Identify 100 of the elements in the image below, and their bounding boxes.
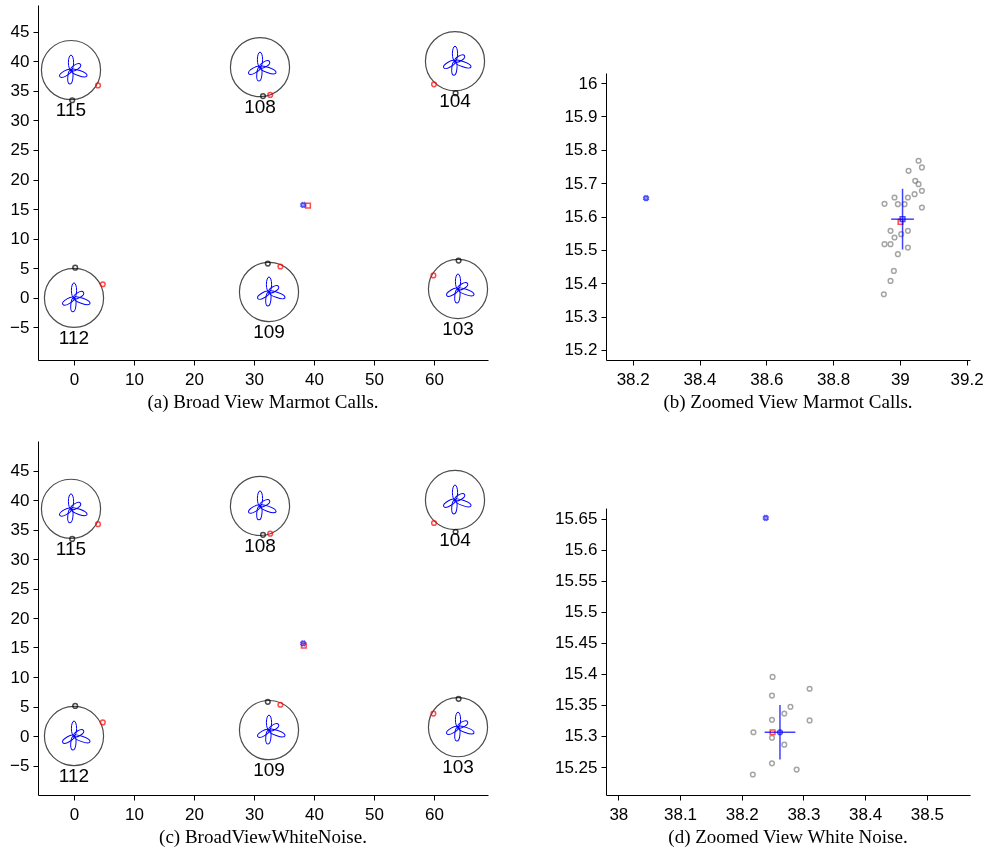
y-tick-label: −5	[10, 756, 30, 775]
annotation: 115	[55, 537, 87, 559]
y-tick-label: 15.5	[564, 240, 598, 260]
x-tick-label: 50	[365, 369, 384, 389]
x-tick-label: 38.3	[787, 804, 821, 824]
point	[264, 698, 271, 705]
y-tick-label: 15.4	[564, 273, 598, 293]
point	[806, 685, 813, 692]
y-tick-label: 25	[10, 579, 30, 598]
x-tick-label: 38.4	[683, 369, 717, 389]
x-tick-label: 60	[425, 804, 444, 824]
point	[762, 514, 769, 522]
point	[891, 234, 898, 241]
point	[915, 157, 922, 164]
annotation: 108	[244, 534, 276, 556]
x-tick-label: 0	[69, 369, 80, 389]
point	[904, 227, 911, 234]
annotation: 109	[253, 320, 285, 342]
y-tick-label: 45	[10, 461, 30, 480]
x-tick-label: 39	[890, 369, 910, 389]
point	[277, 701, 284, 708]
y-tick-label: 30	[10, 549, 30, 569]
point	[94, 82, 102, 89]
y-tick-label: 30	[10, 110, 30, 130]
y-tick-label: 15.65	[554, 509, 598, 529]
y-tick-label: 15.25	[554, 757, 598, 777]
x-tick-label: 40	[305, 369, 324, 389]
annotation: 112	[58, 765, 90, 786]
annotation: 103	[442, 318, 474, 339]
point	[787, 703, 794, 710]
point	[904, 194, 911, 201]
x-tick-label: 38.2	[616, 369, 650, 389]
annotation: 104	[439, 90, 472, 112]
y-tick-label: 15.6	[564, 540, 598, 560]
point	[430, 710, 437, 717]
point	[768, 760, 776, 767]
text: (b) Zoomed View Marmot Calls.	[663, 391, 913, 413]
x-tick-label: 38.1	[663, 804, 698, 824]
y-tick-label: 15.5	[564, 602, 598, 622]
x-tick-label: 10	[125, 369, 144, 389]
point	[259, 93, 267, 100]
point	[267, 530, 274, 537]
point	[890, 267, 897, 274]
y-tick-label: 0	[20, 288, 30, 308]
x-tick-label: 30	[245, 369, 264, 389]
x-tick-label: 50	[365, 804, 384, 824]
y-tick-label: 10	[10, 667, 30, 687]
point	[430, 81, 438, 88]
point	[880, 291, 887, 298]
point	[72, 702, 79, 709]
point	[781, 741, 788, 748]
annotation: 108	[244, 96, 276, 118]
point	[894, 251, 901, 258]
y-tick-label: 15.8	[564, 140, 598, 160]
y-tick-label: 40	[10, 490, 30, 510]
y-tick-label: 35	[10, 520, 30, 539]
x-tick-label: 30	[245, 804, 264, 824]
point	[881, 241, 888, 248]
point	[918, 204, 926, 211]
point	[750, 729, 757, 736]
x-tick-label: 20	[185, 804, 204, 824]
y-tick-label: 10	[10, 229, 30, 249]
point	[806, 717, 813, 724]
annotation: 103	[442, 756, 474, 778]
y-tick-label: 15.45	[554, 633, 598, 653]
point	[643, 195, 650, 202]
x-tick-label: 38.4	[849, 804, 883, 824]
point	[918, 164, 926, 171]
point	[881, 200, 888, 207]
y-tick-label: 15	[10, 199, 30, 219]
point	[455, 695, 462, 702]
point	[259, 531, 267, 538]
y-tick-label: 15.3	[564, 307, 598, 327]
point	[793, 766, 800, 773]
point	[768, 692, 776, 699]
x-tick-label: 39.2	[950, 369, 984, 389]
point	[768, 716, 776, 723]
point	[911, 191, 918, 198]
x-tick-label: 0	[69, 804, 80, 824]
point	[891, 194, 898, 201]
point	[72, 264, 79, 271]
y-tick-label: 35	[10, 81, 30, 101]
point	[769, 673, 776, 681]
y-tick-label: 0	[20, 726, 30, 746]
point	[264, 260, 271, 267]
point	[894, 201, 901, 208]
point	[887, 241, 894, 248]
y-tick-label: 15.2	[564, 340, 598, 360]
y-tick-label: 5	[20, 258, 30, 278]
point	[749, 771, 756, 778]
point	[905, 167, 912, 174]
point	[898, 231, 905, 238]
x-tick-label: 38.6	[750, 369, 784, 389]
y-tick-label: 15.7	[564, 173, 598, 193]
point	[915, 181, 922, 188]
point	[887, 227, 894, 234]
y-tick-label: 16	[578, 73, 598, 93]
y-tick-label: 20	[10, 608, 30, 628]
x-tick-label: 38.2	[725, 804, 759, 824]
y-tick-label: 15.3	[564, 726, 598, 746]
